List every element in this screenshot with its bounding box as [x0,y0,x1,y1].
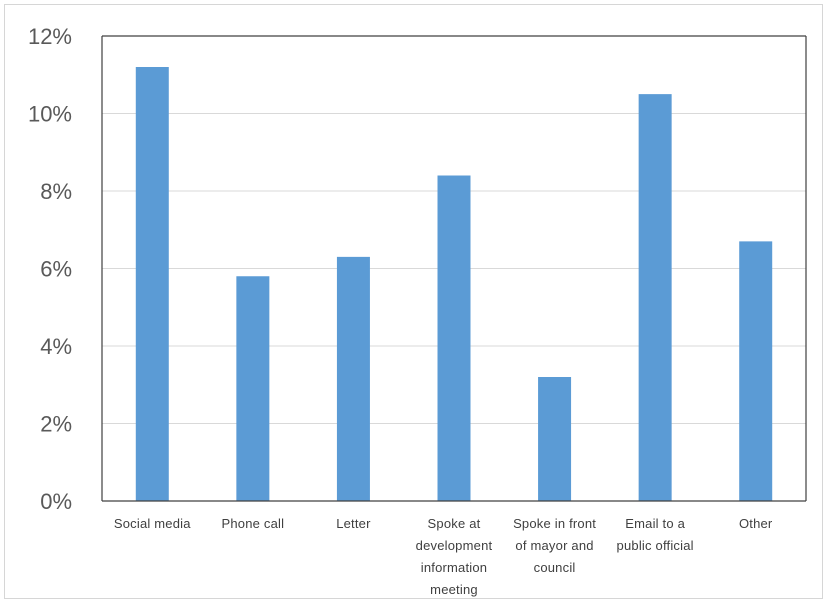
y-tick-label: 8% [40,179,72,204]
axes [101,35,807,502]
y-tick-label: 0% [40,489,72,514]
x-category-label-line: Spoke in front [513,516,596,531]
y-tick-label: 2% [40,412,72,437]
bar [135,67,169,501]
x-category-label-line: Email to a [625,516,685,531]
bar [336,256,370,501]
x-category-label-line: council [534,560,576,575]
x-category-label-line: Other [739,516,773,531]
x-category-label-line: Phone call [221,516,284,531]
y-tick-labels: 0% 2% 4% 6% 8% 10% 12% [28,24,72,514]
x-category-label: Social media [114,516,191,531]
y-tick-label: 4% [40,334,72,359]
x-category-label-line: public official [617,538,694,553]
x-category-label: Other [739,516,773,531]
x-category-label: Spoke at development information meeting [416,516,493,597]
bar [638,94,672,501]
bars [135,67,773,501]
x-category-label-line: development [416,538,493,553]
x-category-label-line: meeting [430,582,478,597]
x-category-label: Email to a public official [617,516,694,553]
x-category-label-line: of mayor and [515,538,593,553]
y-tick-label: 6% [40,257,72,282]
x-category-label: Phone call [221,516,284,531]
x-category-labels: Social media Phone call Letter Spoke at deve… [114,516,773,597]
x-category-label-line: information [421,560,488,575]
x-category-label-line: Social media [114,516,191,531]
x-category-label-line: Spoke at [428,516,481,531]
x-category-label: Letter [336,516,371,531]
bar [236,276,270,501]
bar [739,241,773,501]
y-tick-label: 10% [28,102,72,127]
x-category-label-line: Letter [336,516,371,531]
bar [437,175,471,501]
bar [538,377,572,501]
y-tick-label: 12% [28,24,72,49]
x-category-label: Spoke in front of mayor and council [513,516,596,575]
